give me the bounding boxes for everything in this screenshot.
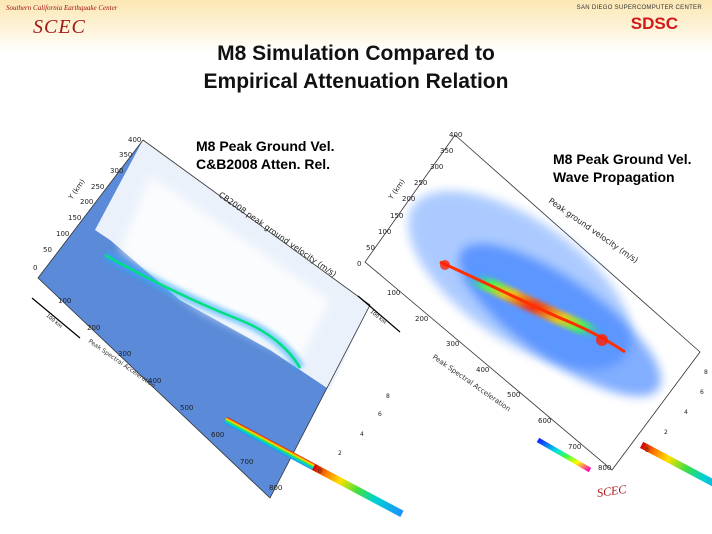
- right-y-ticks: 400 350 300 250 200 150 100 50 0: [357, 131, 462, 268]
- left-y-tick: 400: [128, 136, 141, 144]
- right-y-tick: 300: [430, 163, 443, 171]
- right-x-tick: 500: [507, 391, 520, 399]
- left-map: CB2008 peak ground velocity (m/s) Y (km)…: [31, 136, 404, 517]
- left-colorbar-tick: 8: [386, 393, 390, 400]
- left-x-tick: 700: [240, 458, 253, 466]
- scec-org-name: Southern California Earthquake Center: [6, 4, 118, 12]
- left-colorbar-tick: 2: [338, 450, 342, 457]
- left-y-tick: 150: [68, 214, 81, 222]
- right-y-tick: 400: [449, 131, 462, 139]
- right-map-hotspot: [596, 334, 608, 346]
- left-colorbar-tick: 6: [378, 411, 382, 418]
- right-map-hotspot: [440, 260, 450, 270]
- left-y-tick: 200: [80, 198, 93, 206]
- left-y-tick: 350: [119, 151, 132, 159]
- left-panel-label: M8 Peak Ground Vel. C&B2008 Atten. Rel.: [196, 137, 335, 173]
- right-y-tick: 50: [366, 244, 375, 252]
- right-y-tick: 150: [390, 212, 403, 220]
- right-colorbar-ticks: 0 2 4 6 8: [645, 369, 708, 454]
- right-label-line-1: M8 Peak Ground Vel.: [553, 151, 692, 167]
- right-map: Peak ground velocity (m/s) Y (km) Peak S…: [357, 131, 712, 495]
- left-colorbar-tick: 0: [318, 468, 322, 475]
- right-y-tick: 200: [402, 195, 415, 203]
- left-x-tick: 100: [58, 297, 71, 305]
- right-y-tick: 250: [414, 179, 427, 187]
- right-colorbar-tick: 2: [664, 429, 668, 436]
- right-colorbar-tick: 4: [684, 409, 688, 416]
- right-y-tick: 0: [357, 260, 361, 268]
- left-y-ticks: 400 350 300 250 200 150 100 50 0: [33, 136, 141, 272]
- left-x-tick: 300: [118, 350, 131, 358]
- right-x-tick: 600: [538, 417, 551, 425]
- right-x-tick: 200: [415, 315, 428, 323]
- right-colorbar: [640, 441, 712, 495]
- scec-logo: SCEC: [33, 16, 86, 38]
- right-colorbar-tick: 6: [700, 389, 704, 396]
- right-panel-label: M8 Peak Ground Vel. Wave Propagation: [553, 150, 692, 186]
- left-label-line-1: M8 Peak Ground Vel.: [196, 138, 335, 154]
- left-map-land-highlight: [120, 175, 330, 360]
- right-y-tick: 350: [440, 147, 453, 155]
- left-colorbar-tick: 4: [360, 431, 364, 438]
- left-map-frame: [37, 139, 371, 499]
- right-x-ticks: 100 200 300 400 500 600 700 800: [387, 289, 611, 472]
- left-y-tick: 300: [110, 167, 123, 175]
- left-x-ticks: 100 200 300 400 500 600 700 800: [58, 297, 282, 492]
- left-x-tick: 600: [211, 431, 224, 439]
- header-band: [0, 0, 712, 52]
- left-colorbar: [223, 416, 404, 517]
- left-y-tick: 0: [33, 264, 37, 272]
- sdsc-org-name: SAN DIEGO SUPERCOMPUTER CENTER: [576, 5, 702, 11]
- left-x-tick: 800: [269, 484, 282, 492]
- left-x-tick: 200: [87, 324, 100, 332]
- slide-title: M8 Simulation Compared to Empirical Atte…: [130, 40, 582, 96]
- right-x-tick: 700: [568, 443, 581, 451]
- right-x-tick: 800: [598, 464, 611, 472]
- right-scale-label: 100 km: [369, 309, 387, 326]
- left-y-tick: 100: [56, 230, 69, 238]
- left-y-tick: 250: [91, 183, 104, 191]
- left-x-tick: 500: [180, 404, 193, 412]
- left-y-tick: 50: [43, 246, 52, 254]
- right-x-tick: 300: [446, 340, 459, 348]
- right-x-tick: 400: [476, 366, 489, 374]
- spectral-colorbar: [536, 437, 592, 473]
- right-colorbar-tick: 0: [645, 447, 649, 454]
- left-colorbar-ticks: 0 2 4 6 8: [318, 393, 390, 475]
- sdsc-logo: SDSC: [630, 14, 678, 33]
- title-line-2: Empirical Attenuation Relation: [203, 70, 509, 93]
- right-label-line-2: Wave Propagation: [553, 169, 675, 185]
- left-x-tick: 400: [148, 377, 161, 385]
- right-x-tick: 100: [387, 289, 400, 297]
- left-label-line-2: C&B2008 Atten. Rel.: [196, 156, 331, 172]
- right-y-tick: 100: [378, 228, 391, 236]
- title-line-1: M8 Simulation Compared to: [217, 42, 495, 65]
- right-colorbar-tick: 8: [704, 369, 708, 376]
- left-map-fault-trace: [104, 253, 302, 369]
